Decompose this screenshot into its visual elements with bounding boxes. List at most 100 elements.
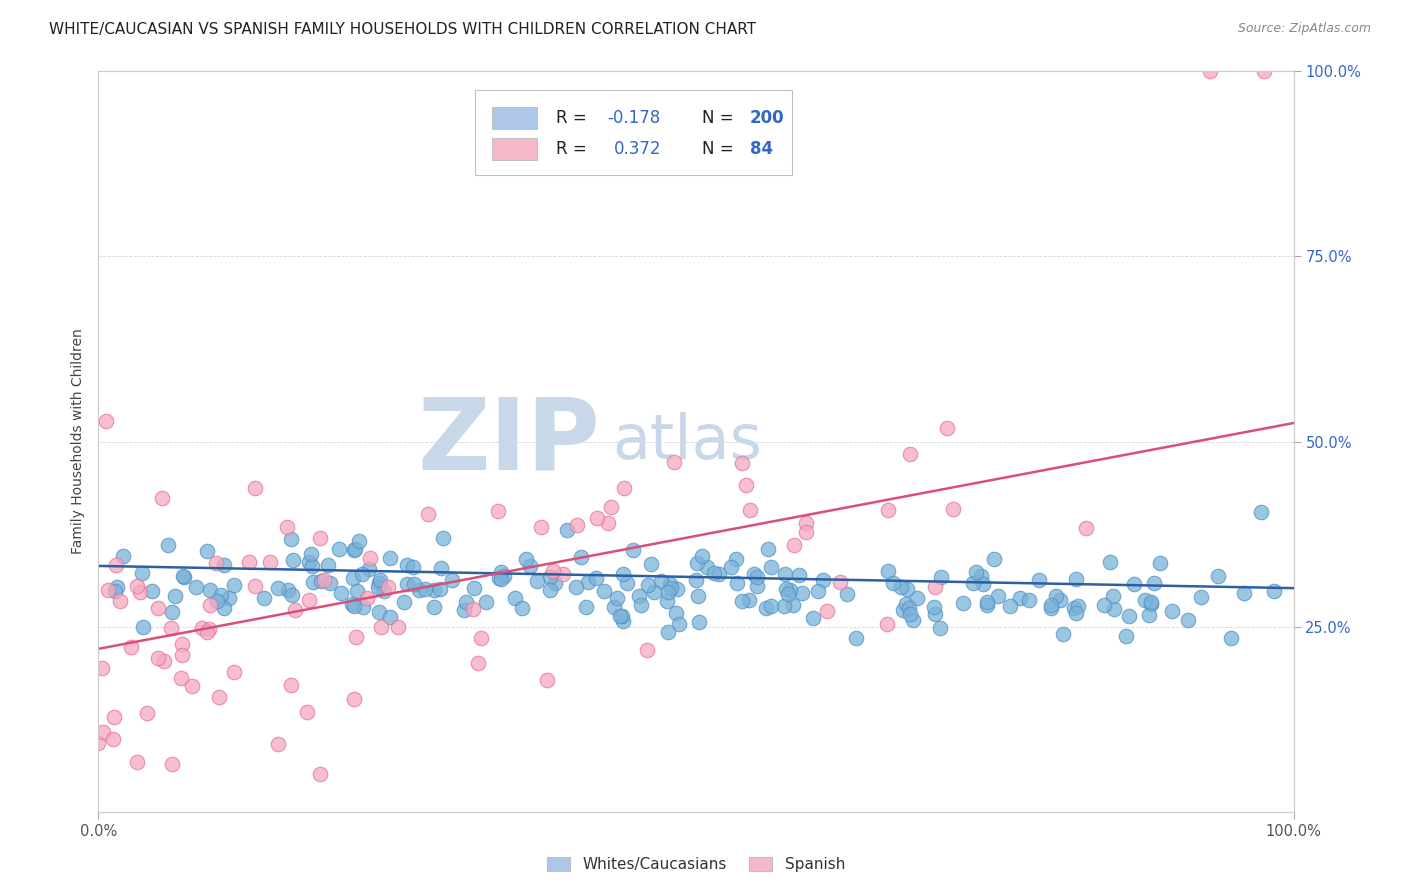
Point	[612, 566, 634, 581]
Point	[91, 661, 114, 675]
Point	[565, 581, 588, 595]
Point	[1018, 593, 1040, 607]
Point	[897, 601, 920, 615]
Point	[759, 559, 782, 574]
Point	[94, 414, 117, 428]
Point	[316, 558, 339, 572]
Point	[1067, 599, 1090, 613]
Text: 200: 200	[749, 109, 785, 127]
Point	[367, 580, 389, 594]
Point	[905, 591, 928, 606]
Point	[510, 601, 533, 615]
Point	[1189, 590, 1212, 604]
Point	[319, 576, 342, 591]
Point	[942, 502, 965, 516]
Point	[224, 578, 246, 592]
Point	[600, 500, 623, 514]
Point	[924, 607, 946, 622]
Point	[1076, 520, 1098, 534]
Point	[896, 582, 918, 596]
Point	[1143, 576, 1166, 591]
Point	[212, 558, 235, 573]
Point	[775, 582, 797, 596]
Point	[1149, 556, 1171, 570]
Point	[299, 548, 322, 562]
Point	[801, 610, 824, 624]
Point	[456, 595, 478, 609]
Point	[359, 562, 381, 576]
Point	[298, 592, 321, 607]
Point	[467, 657, 489, 671]
Point	[1115, 629, 1137, 643]
Point	[91, 724, 114, 739]
Point	[876, 503, 898, 517]
Point	[359, 550, 381, 565]
Point	[368, 606, 391, 620]
Point	[378, 610, 401, 624]
Point	[281, 553, 304, 567]
Point	[772, 599, 794, 614]
Point	[141, 584, 163, 599]
Point	[1199, 64, 1222, 78]
Point	[640, 558, 662, 572]
Point	[377, 580, 399, 594]
FancyBboxPatch shape	[475, 90, 792, 175]
Text: WHITE/CAUCASIAN VS SPANISH FAMILY HOUSEHOLDS WITH CHILDREN CORRELATION CHART: WHITE/CAUCASIAN VS SPANISH FAMILY HOUSEH…	[49, 22, 756, 37]
Point	[492, 569, 515, 583]
Point	[314, 573, 336, 587]
Point	[612, 609, 634, 624]
Text: -0.178: -0.178	[607, 109, 661, 127]
Point	[105, 580, 128, 594]
Point	[1253, 64, 1275, 78]
FancyBboxPatch shape	[492, 107, 537, 129]
Point	[659, 577, 682, 591]
Point	[928, 621, 950, 635]
Point	[998, 599, 1021, 614]
Point	[243, 481, 266, 495]
Point	[922, 599, 945, 614]
Point	[218, 591, 240, 605]
Point	[491, 573, 513, 587]
Point	[245, 579, 267, 593]
Point	[343, 691, 366, 706]
Point	[790, 586, 813, 600]
Text: R =: R =	[557, 140, 592, 158]
Point	[488, 571, 510, 585]
Point	[1101, 589, 1123, 603]
Point	[488, 504, 510, 518]
Text: ZIP: ZIP	[418, 393, 600, 490]
Point	[628, 589, 651, 603]
Point	[308, 531, 330, 545]
Point	[491, 565, 513, 579]
Point	[519, 558, 541, 573]
Point	[586, 510, 609, 524]
Point	[1040, 601, 1063, 615]
Point	[1139, 597, 1161, 611]
Point	[538, 582, 561, 597]
Point	[747, 570, 769, 584]
Point	[1208, 568, 1230, 582]
Point	[845, 631, 868, 645]
Point	[474, 595, 496, 609]
Point	[551, 567, 574, 582]
Point	[387, 620, 409, 634]
Point	[209, 588, 232, 602]
Point	[688, 589, 710, 603]
Point	[813, 573, 835, 587]
Point	[373, 584, 395, 599]
Point	[585, 571, 607, 585]
Point	[745, 578, 768, 592]
Point	[1123, 576, 1146, 591]
Point	[987, 590, 1010, 604]
Point	[593, 583, 616, 598]
Point	[352, 567, 374, 582]
Point	[686, 556, 709, 570]
Point	[423, 582, 446, 597]
Point	[665, 606, 688, 620]
Point	[755, 600, 778, 615]
Point	[267, 581, 290, 595]
Point	[759, 599, 782, 613]
Point	[432, 532, 454, 546]
Point	[150, 491, 173, 505]
Point	[277, 583, 299, 598]
